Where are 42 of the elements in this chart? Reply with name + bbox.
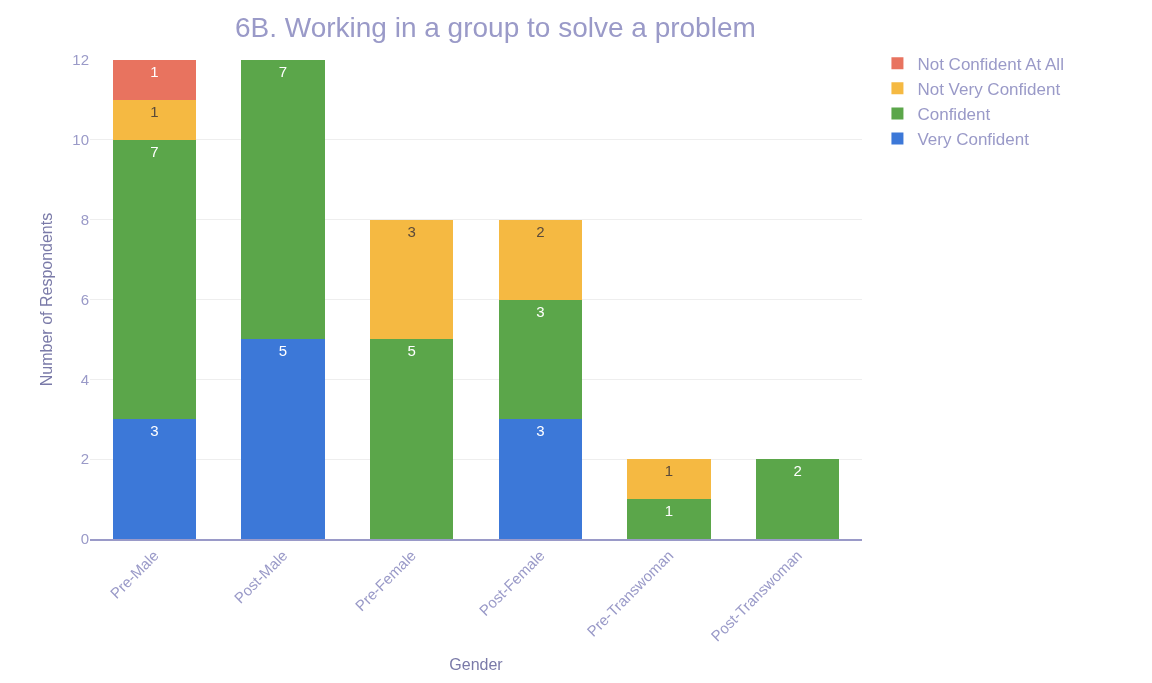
y-axis-title: Number of Respondents xyxy=(38,212,56,387)
legend-label: Not Confident At All xyxy=(917,54,1064,74)
data-label: 5 xyxy=(407,342,416,360)
data-label: 1 xyxy=(664,462,674,480)
y-tick-label: 10 xyxy=(72,131,89,149)
legend-label: Not Very Confident xyxy=(917,79,1061,99)
data-label: 1 xyxy=(150,102,159,120)
data-label: 3 xyxy=(536,422,545,440)
bar xyxy=(369,219,454,340)
chart-title: 6B. Working in a group to solve a problem xyxy=(234,11,756,43)
bar xyxy=(241,339,325,539)
legend-label: Confident xyxy=(917,105,991,125)
data-label: 3 xyxy=(150,422,159,440)
data-label: 7 xyxy=(278,63,288,80)
y-tick-label: 8 xyxy=(80,210,89,228)
y-tick-label: 2 xyxy=(80,450,89,468)
data-label: 2 xyxy=(793,462,802,480)
bar xyxy=(241,60,325,340)
y-tick-label: 6 xyxy=(80,290,89,308)
data-label: 7 xyxy=(150,142,159,160)
bar xyxy=(369,339,454,539)
data-label: 2 xyxy=(536,222,545,240)
x-axis-title: Gender xyxy=(449,655,504,673)
bar xyxy=(112,139,197,420)
bar xyxy=(627,459,711,500)
bar xyxy=(498,419,583,539)
bar xyxy=(112,60,197,100)
y-tick-label: 12 xyxy=(72,51,89,69)
bar xyxy=(755,459,840,539)
bar xyxy=(112,99,197,140)
bar xyxy=(627,499,711,539)
y-tick-label: 4 xyxy=(80,370,89,388)
data-label: 1 xyxy=(150,63,159,80)
data-label: 3 xyxy=(536,302,545,320)
bar xyxy=(112,419,197,539)
y-tick-label: 0 xyxy=(80,530,89,548)
bar xyxy=(498,219,583,300)
legend-label: Very Confident xyxy=(917,130,1030,150)
data-label: 5 xyxy=(278,342,288,360)
bar xyxy=(498,299,583,420)
data-label: 3 xyxy=(407,222,416,240)
data-label: 1 xyxy=(664,502,674,520)
